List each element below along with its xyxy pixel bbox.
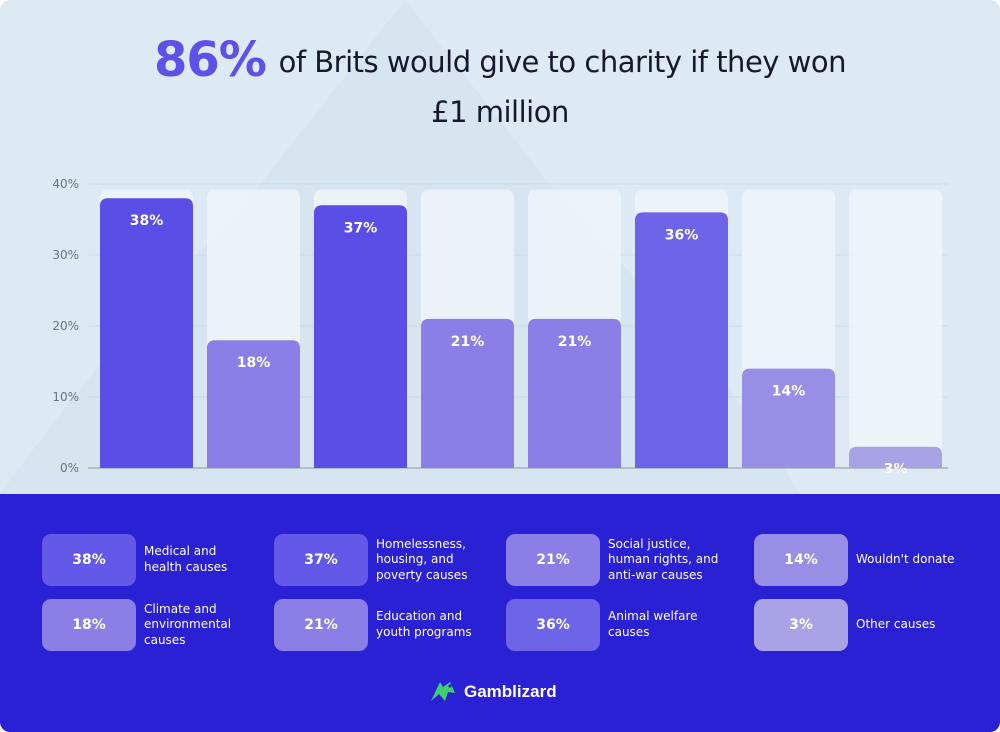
- lizard-logo-icon: [431, 682, 455, 701]
- legend-label: Education and youth programs: [376, 609, 472, 639]
- y-tick-label: 20%: [52, 319, 79, 333]
- legend-value-badge: 21%: [506, 534, 600, 586]
- chart-panel: 86% of Brits would give to charity if th…: [0, 0, 1000, 494]
- legend-value-badge: 14%: [754, 534, 848, 586]
- bar-value-label: 21%: [558, 334, 592, 350]
- legend-label: Social justice, human rights, and anti-war…: [608, 536, 719, 582]
- legend-label: Medical and health causes: [144, 544, 228, 574]
- bar: [100, 198, 193, 468]
- bar: [207, 340, 300, 468]
- bar-track: [849, 189, 942, 468]
- bar-value-label: 21%: [451, 334, 485, 350]
- bar: [742, 368, 835, 468]
- legend-value-badge: 3%: [754, 599, 848, 651]
- page-title: 86% of Brits would give to charity if th…: [0, 28, 1000, 132]
- bar: [314, 205, 407, 469]
- bar-value-label: 37%: [344, 220, 378, 236]
- bar: [849, 446, 942, 468]
- bar: [528, 318, 621, 468]
- legend-label: Climate and environmental causes: [144, 601, 232, 647]
- legend-value-badge: 37%: [274, 534, 368, 586]
- legend-value-badge: 21%: [274, 599, 368, 651]
- legend-label: Wouldn't donate: [856, 552, 955, 567]
- legend-label: Animal welfare causes: [608, 609, 698, 639]
- title-text: of Brits would give to charity if they w…: [278, 45, 847, 129]
- bar-chart: 0% 10% 20% 30% 40% 38% 18% 37% 21% 21% 36% 14% 3%: [52, 177, 948, 478]
- bar-value-label: 3%: [884, 462, 908, 478]
- bar: [421, 318, 514, 468]
- legend-value-badge: 36%: [506, 599, 600, 651]
- y-tick-label: 40%: [52, 177, 79, 191]
- legend-value-badge: 38%: [42, 534, 136, 586]
- bar: [635, 212, 728, 468]
- legend-label: Other causes: [856, 617, 936, 632]
- y-tick-label: 0%: [60, 461, 79, 475]
- y-tick-label: 30%: [52, 248, 79, 262]
- bar-value-label: 38%: [130, 213, 164, 229]
- brand-name: Gamblizard: [464, 682, 557, 701]
- brand-logo: Gamblizard: [428, 680, 557, 704]
- y-tick-label: 10%: [52, 390, 79, 404]
- legend-label: Homelessness, housing, and poverty causes: [376, 536, 468, 582]
- legend-value-badge: 18%: [42, 599, 136, 651]
- bar-value-label: 14%: [772, 384, 806, 400]
- legend-panel: 38% Medical and health causes 37% Homelessne…: [0, 494, 1000, 732]
- title-highlight: 86%: [153, 32, 267, 88]
- bar-value-label: 36%: [665, 227, 699, 243]
- bar-value-label: 18%: [237, 355, 271, 371]
